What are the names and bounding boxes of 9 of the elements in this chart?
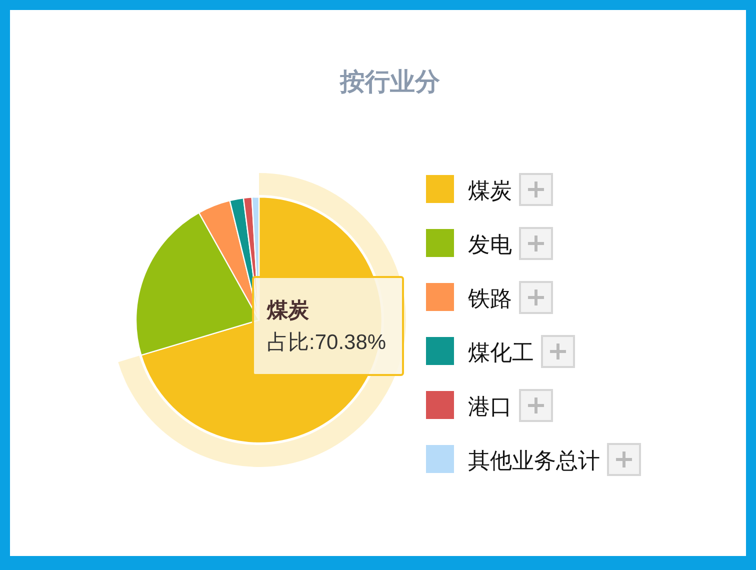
legend-label: 煤化工 bbox=[468, 340, 534, 365]
chart-title: 按行业分 bbox=[339, 68, 441, 96]
legend-label: 发电 bbox=[468, 232, 512, 257]
legend-label: 港口 bbox=[468, 394, 512, 419]
data-label: 占比:70.38% bbox=[267, 331, 386, 354]
legend-label: 煤炭 bbox=[468, 178, 512, 203]
legend-label: 其他业务总计 bbox=[468, 448, 600, 473]
slice-label: 煤炭 bbox=[266, 299, 310, 322]
legend-label: 铁路 bbox=[467, 286, 512, 311]
